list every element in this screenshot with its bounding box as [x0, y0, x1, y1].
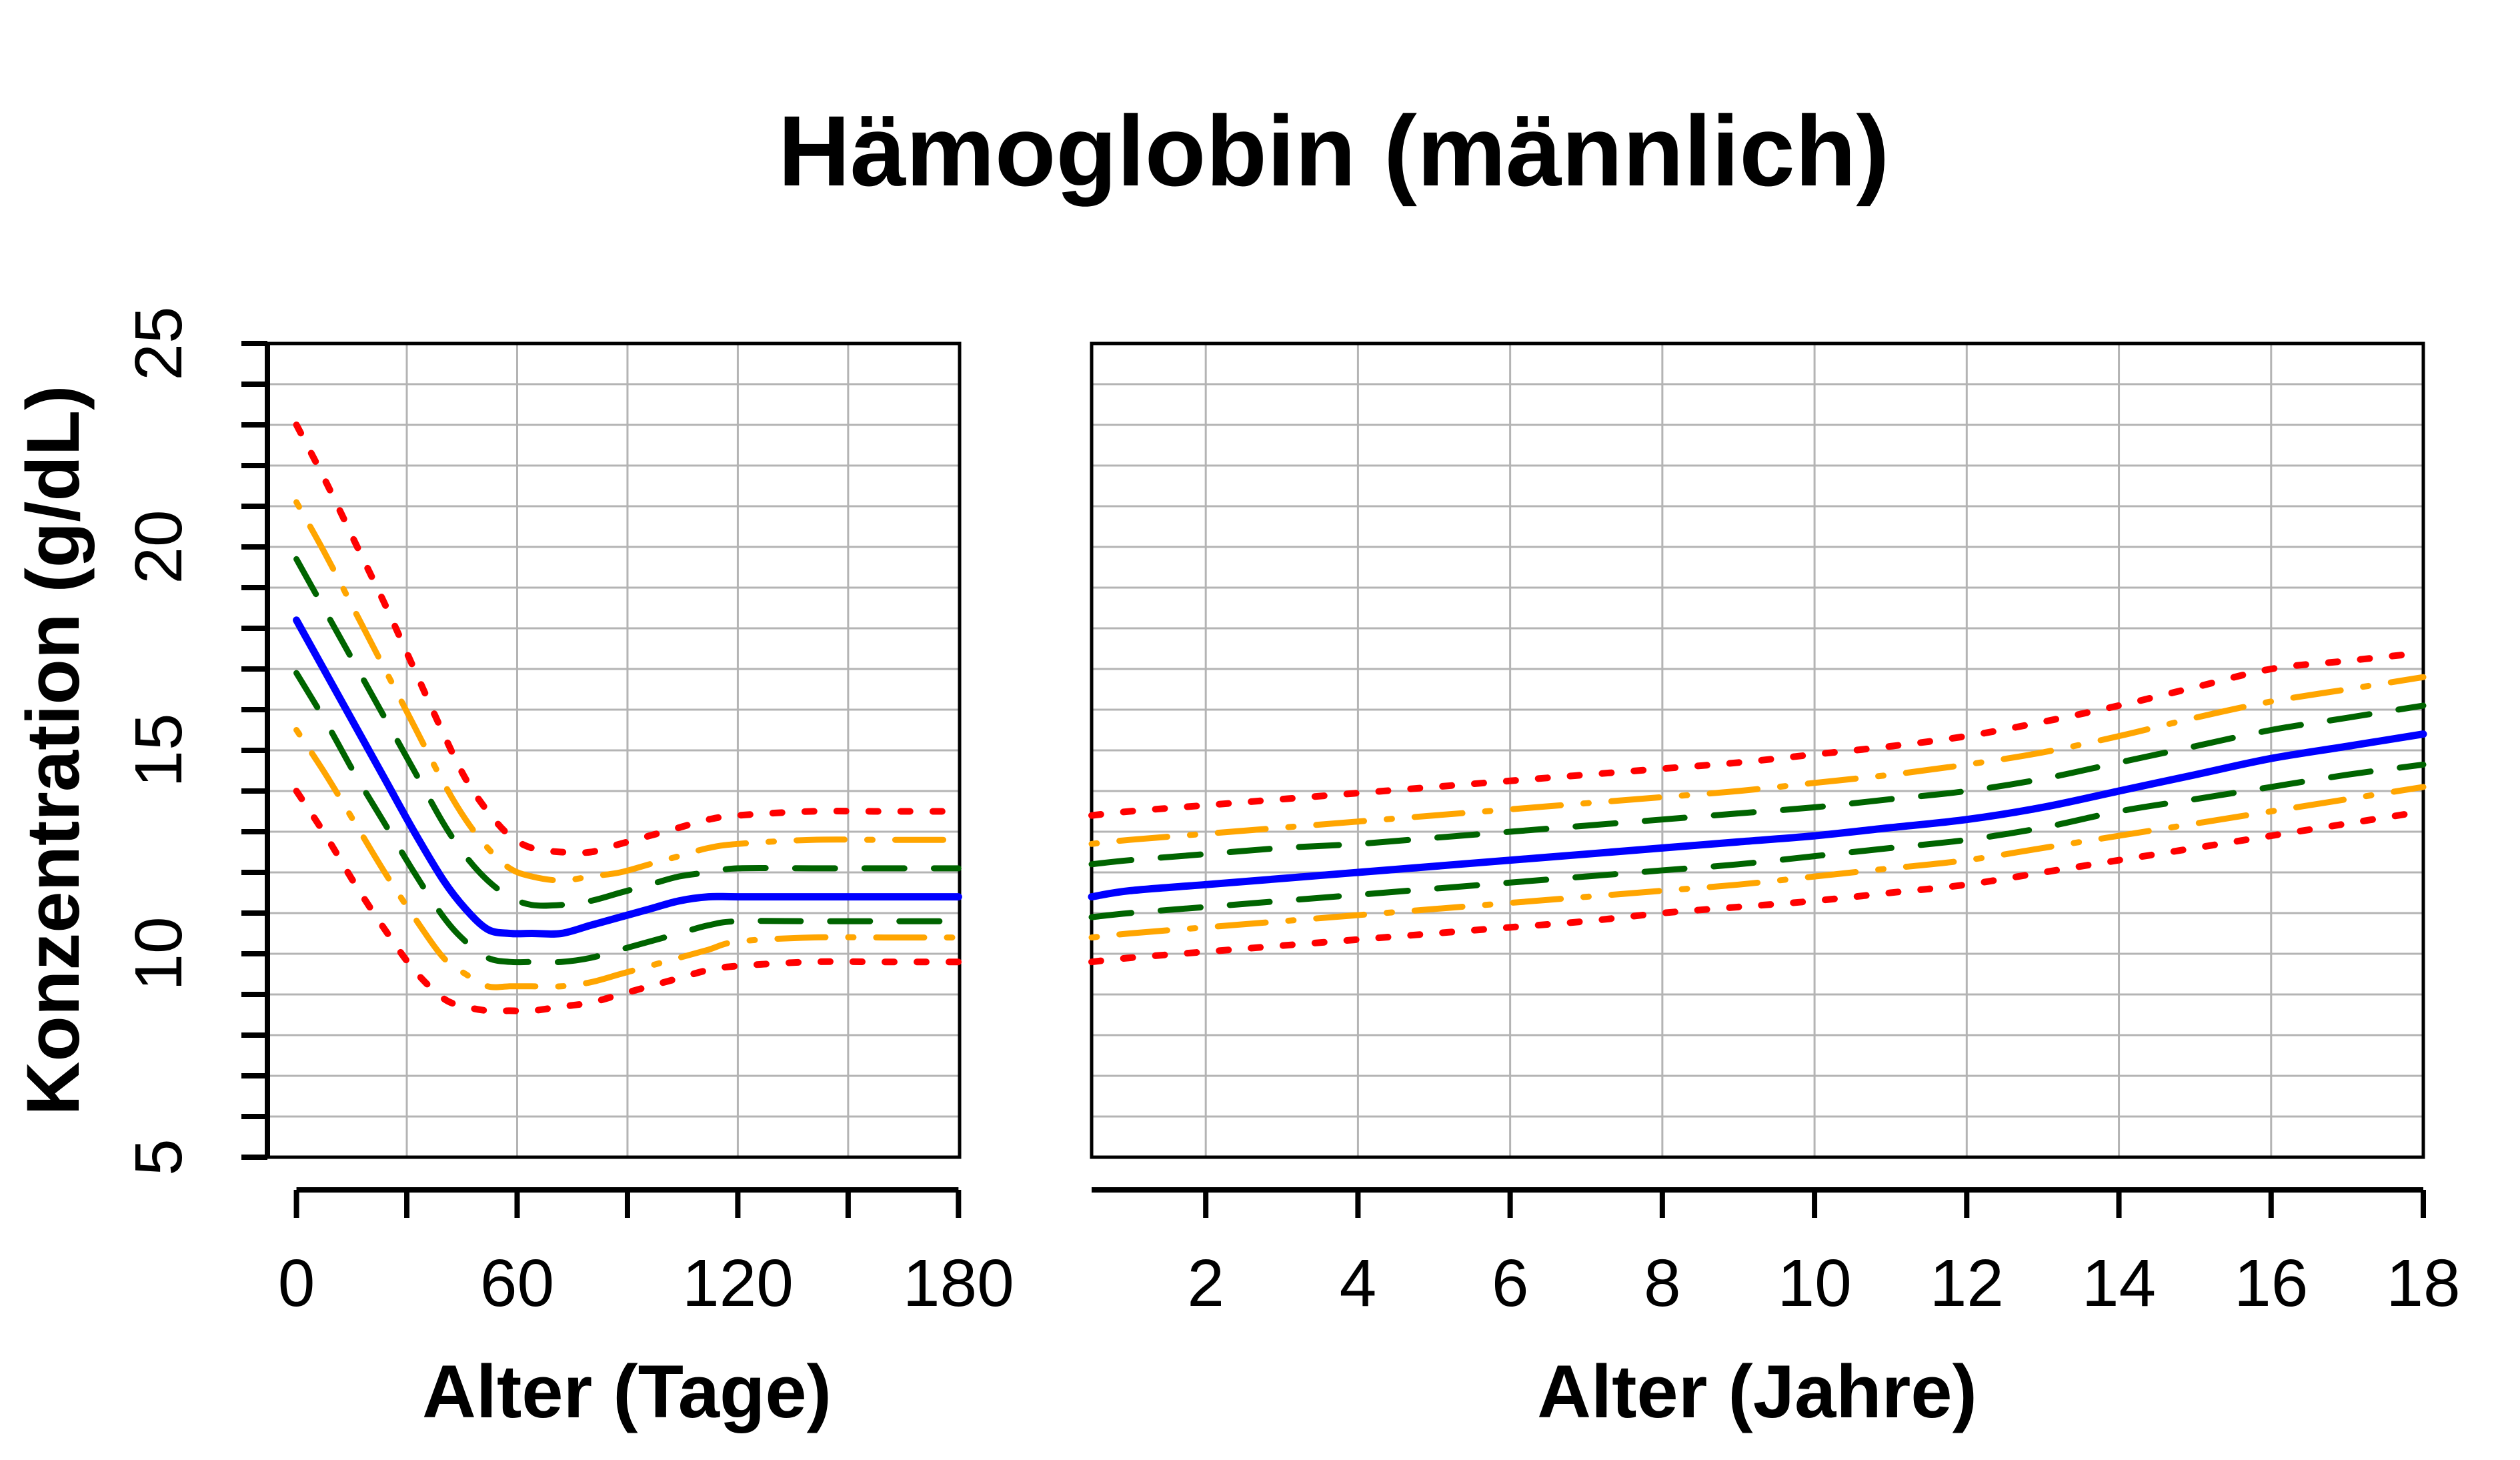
chart-title: Hämoglobin (männlich) [778, 95, 1890, 207]
x-axis-title-years: Alter (Jahre) [1537, 1350, 1977, 1433]
x-tick-label-days: 60 [480, 1246, 554, 1321]
curve-P2.5-days [293, 788, 962, 1014]
curve-P2.5-years [1088, 808, 2427, 966]
x-tick-label-years: 10 [1777, 1246, 1851, 1321]
x-tick-label-days: 180 [903, 1246, 1014, 1321]
x-tick-label-years: 14 [2082, 1246, 2156, 1321]
curve-P25-years [1088, 761, 2427, 920]
curve-P50-years [1088, 730, 2427, 901]
x-tick-label-years: 4 [1340, 1246, 1377, 1321]
curve-P25-days [293, 670, 962, 966]
curve-P75-years [1088, 702, 2427, 868]
curve-P97.5-years [1088, 649, 2427, 819]
x-tick-label-days: 0 [278, 1246, 315, 1321]
y-tick-label: 5 [121, 1139, 196, 1176]
y-axis-title: Konzentration (g/dL) [11, 386, 95, 1116]
y-tick-label: 10 [121, 916, 196, 990]
curve-P90-years [1088, 674, 2427, 847]
curve-P10-days [293, 727, 962, 990]
curve-P10-years [1088, 784, 2427, 941]
plot-box-years [1090, 341, 2425, 1159]
x-tick-label-years: 2 [1187, 1246, 1224, 1321]
x-axis-title-days: Alter (Tage) [422, 1350, 832, 1433]
y-tick-label: 20 [121, 510, 196, 584]
x-tick-label-years: 18 [2386, 1246, 2460, 1321]
curve-P50-days [293, 616, 962, 938]
x-tick-label-days: 120 [682, 1246, 794, 1321]
curve-P75-days [293, 556, 962, 909]
x-tick-label-years: 16 [2234, 1246, 2308, 1321]
y-tick-label: 25 [121, 306, 196, 380]
curve-P90-days [293, 499, 962, 884]
x-tick-label-years: 6 [1492, 1246, 1529, 1321]
y-tick-label: 15 [121, 713, 196, 787]
chart-render-layer: 0 60 120 180 5 10 15 20 25 2 4 6 8 10 12 14 16 18 [121, 306, 2461, 1321]
curve-P97.5-days [293, 422, 962, 856]
x-tick-label-years: 12 [1930, 1246, 2004, 1321]
x-tick-label-years: 8 [1644, 1246, 1681, 1321]
